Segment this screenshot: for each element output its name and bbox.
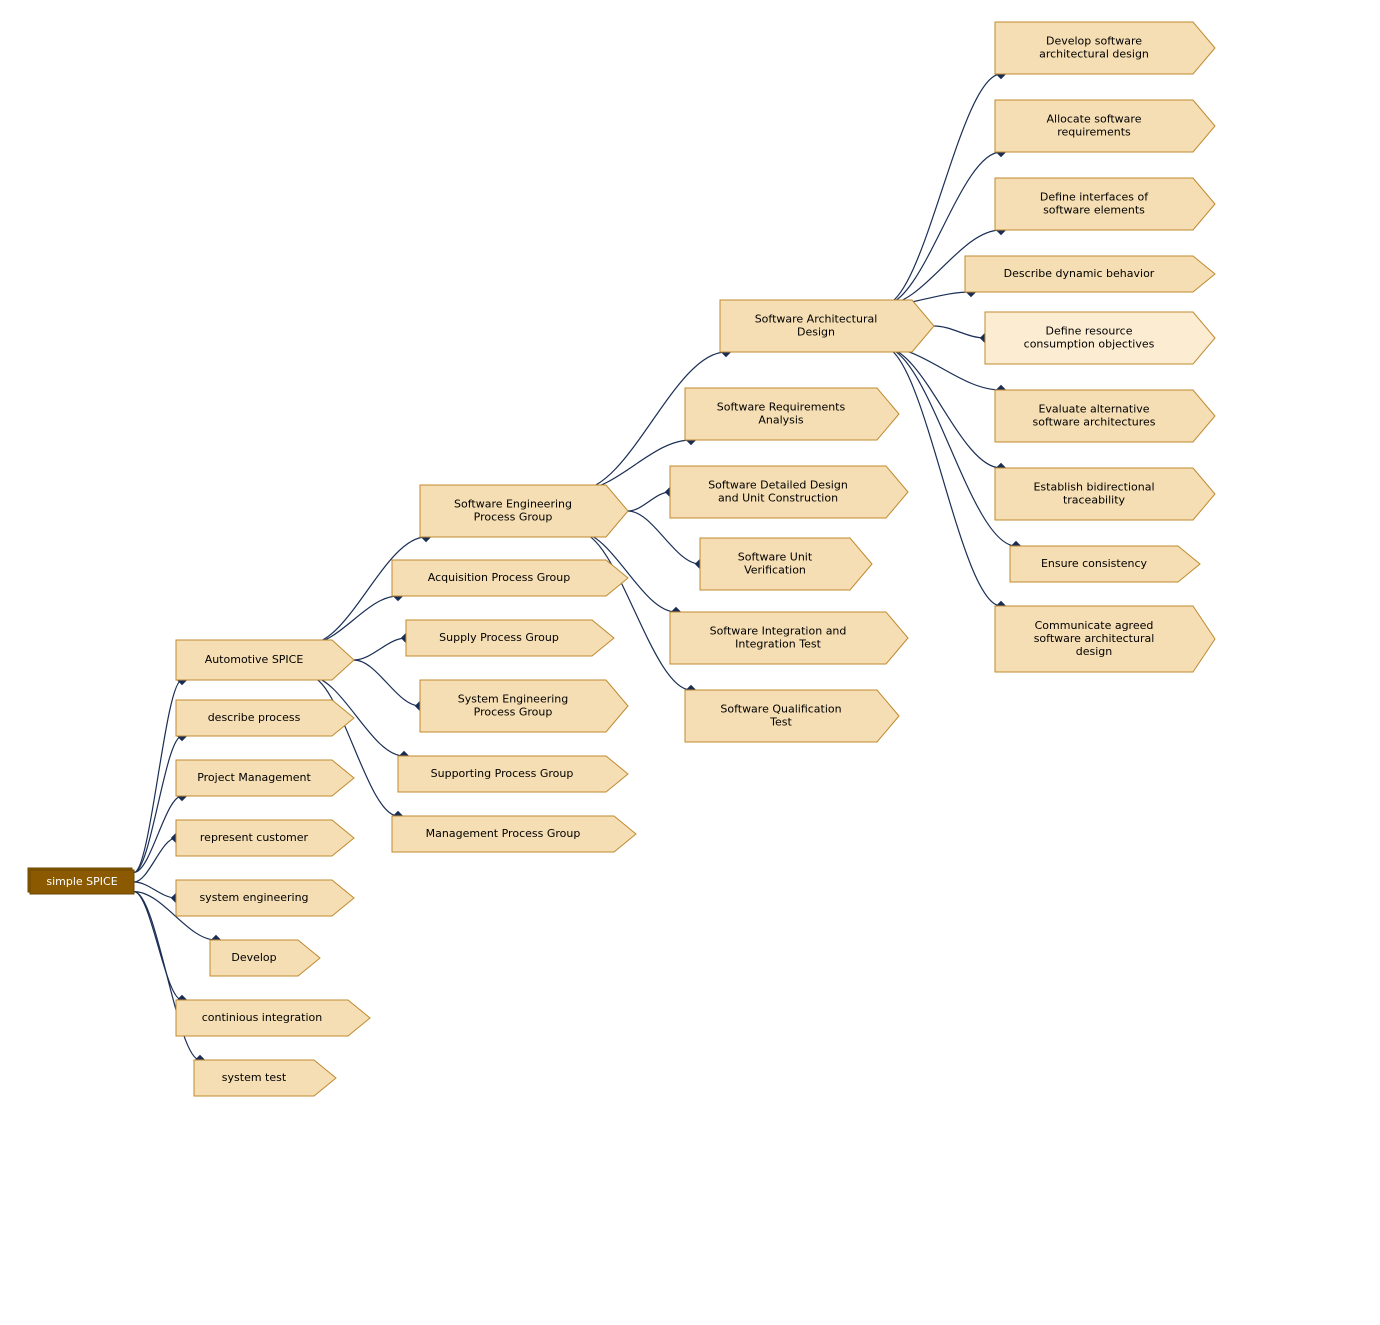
- label-project-management: Project Management: [197, 771, 311, 784]
- edge: [309, 596, 398, 644]
- label-sw-unit-verif: Software UnitVerification: [738, 551, 813, 577]
- edge: [134, 736, 182, 872]
- label-represent-customer: represent customer: [200, 831, 309, 844]
- label-supporting-pg: Supporting Process Group: [431, 767, 574, 780]
- edge: [354, 638, 406, 660]
- edge: [934, 326, 985, 338]
- label-dev-sw-arch: Develop softwarearchitectural design: [1039, 35, 1149, 61]
- edge: [134, 680, 182, 872]
- edge: [628, 492, 670, 511]
- label-desc-dyn-behavior: Describe dynamic behavior: [1004, 267, 1155, 280]
- label-describe-process: describe process: [208, 711, 301, 724]
- spice-mindmap: simple SPICE Automotive SPICE describe pro…: [0, 0, 1380, 1325]
- label-acq-pg: Acquisition Process Group: [428, 571, 570, 584]
- label-supply-pg: Supply Process Group: [439, 631, 559, 644]
- label-sys-eng-pg: System EngineeringProcess Group: [458, 693, 569, 719]
- label-def-interfaces: Define interfaces ofsoftware elements: [1040, 191, 1149, 217]
- label-develop: Develop: [231, 951, 276, 964]
- edge: [883, 347, 1001, 606]
- label-alloc-sw-req: Allocate softwarerequirements: [1047, 113, 1142, 139]
- edge: [134, 892, 182, 1000]
- label-system-test: system test: [222, 1071, 287, 1084]
- label-ensure-consistency: Ensure consistency: [1041, 557, 1148, 570]
- label-automotive-spice: Automotive SPICE: [205, 653, 304, 666]
- edge: [883, 347, 1001, 468]
- edge: [134, 838, 176, 882]
- label-system-engineering-l1: system engineering: [199, 891, 308, 904]
- root-label: simple SPICE: [46, 875, 117, 888]
- label-mgmt-pg: Management Process Group: [426, 827, 581, 840]
- label-sw-dd-unit: Software Detailed Designand Unit Constru…: [708, 479, 848, 505]
- edge: [354, 660, 420, 706]
- edge: [628, 511, 700, 564]
- label-continuous-integration: continious integration: [202, 1011, 323, 1024]
- node-sw-qual-test: [685, 690, 899, 742]
- label-eval-alt-arch: Evaluate alternativesoftware architectur…: [1032, 403, 1155, 429]
